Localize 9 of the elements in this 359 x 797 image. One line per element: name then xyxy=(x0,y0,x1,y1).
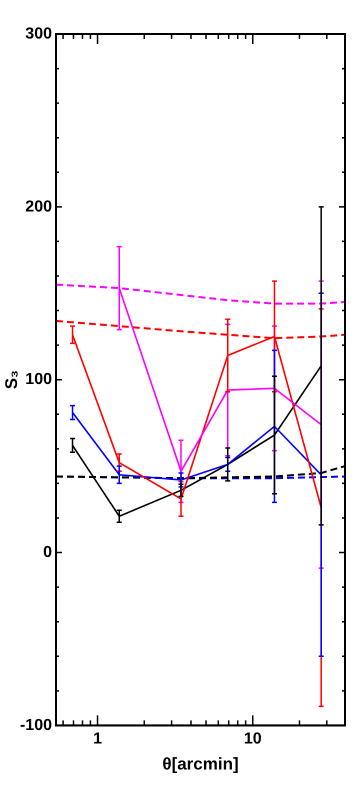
x-axis-title: θ[arcmin] xyxy=(162,754,239,774)
y-tick-label: 0 xyxy=(43,544,52,561)
y-axis-title: S₃ xyxy=(2,370,21,390)
y-tick-label: 200 xyxy=(25,198,52,216)
y-tick-label: 300 xyxy=(25,25,52,42)
y-tick-label: 100 xyxy=(25,371,52,388)
x-tick-label: 10 xyxy=(244,730,262,748)
x-tick-label: 1 xyxy=(93,730,102,748)
y-tick-label: -100 xyxy=(20,716,52,734)
